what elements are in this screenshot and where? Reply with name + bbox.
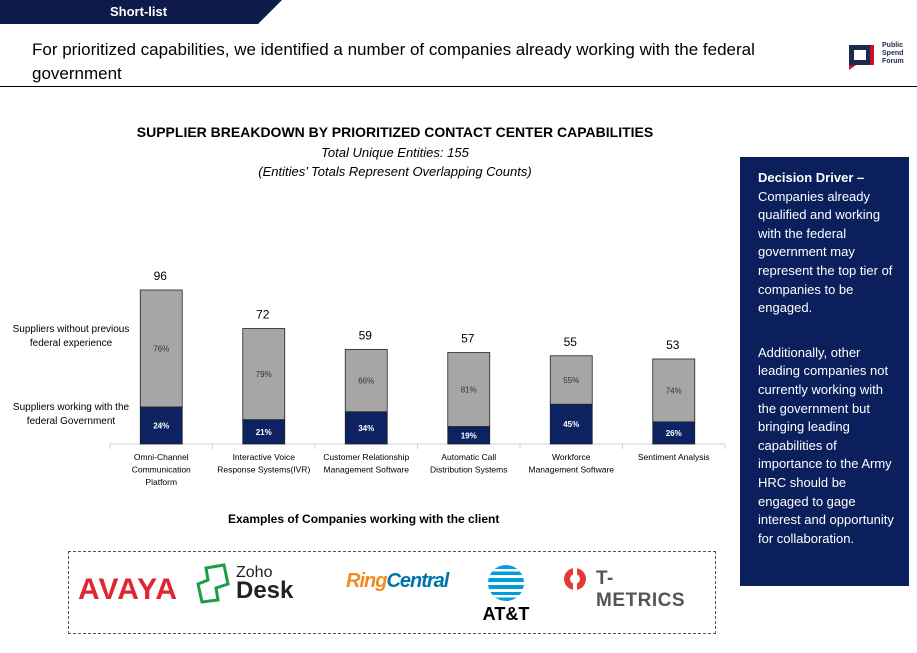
bar-segment-without-experience: [344, 348, 388, 413]
zoho-desk-logo: Zoho Desk: [194, 562, 304, 606]
t-metrics-logo: T-METRICS: [562, 566, 702, 611]
central-text: Central: [386, 570, 449, 592]
bar-total-label: 57: [461, 332, 475, 346]
category-label: Management Software: [323, 465, 409, 475]
logo-text: Public Spend Forum: [882, 42, 904, 65]
bar-total-label: 59: [359, 328, 373, 342]
page-headline: For prioritized capabilities, we identif…: [32, 40, 755, 83]
category-label: Sentiment Analysis: [638, 452, 710, 462]
category-label: Customer Relationship: [323, 452, 409, 462]
bar-segment-without-experience: [652, 358, 696, 423]
bar-percent-label: 34%: [358, 424, 374, 433]
public-spend-forum-logo: Public Spend Forum: [846, 42, 908, 70]
category-label: Management Software: [528, 465, 614, 475]
category-label: Omni-Channel: [134, 452, 189, 462]
bar-percent-label: 24%: [153, 422, 169, 431]
category-label: Workforce: [552, 452, 591, 462]
decision-driver-heading: Decision Driver –: [758, 170, 865, 185]
desk-text: Desk: [236, 577, 294, 604]
t-metrics-text: T-METRICS: [596, 568, 685, 611]
chart-subtitle: Total Unique Entities: 155: [321, 145, 469, 160]
section-tag: Short-list: [0, 0, 282, 24]
chart-subtitle-note: (Entities’ Totals Represent Overlapping …: [258, 164, 532, 179]
chart-title: SUPPLIER BREAKDOWN BY PRIORITIZED CONTAC…: [136, 124, 654, 140]
category-label: Response Systems(IVR): [217, 465, 310, 475]
tag-shape: [0, 0, 282, 24]
bar-total-label: 55: [564, 335, 578, 349]
legend-label-working-with-government: Suppliers working with the federal Gover…: [12, 402, 130, 427]
bar-percent-label: 74%: [666, 386, 682, 395]
decision-driver-text: Decision Driver – Companies already quali…: [758, 169, 899, 318]
category-label: Interactive Voice: [233, 452, 296, 462]
bar-segment-working-with-government: [549, 403, 593, 445]
bar-percent-label: 45%: [563, 420, 579, 429]
bar-percent-label: 79%: [256, 370, 272, 379]
category-label: Communication: [132, 465, 191, 475]
bar-segment-working-with-government: [242, 419, 286, 445]
bar-segment-working-with-government: [344, 411, 388, 445]
bar-segment-working-with-government: [139, 406, 183, 445]
ring-text: Ring: [346, 570, 387, 592]
att-text: AT&T: [482, 604, 530, 624]
bar-total-label: 72: [256, 308, 270, 322]
bar-percent-label: 81%: [461, 386, 477, 395]
att-logo: AT&T: [480, 564, 532, 632]
t-metrics-icon: [564, 568, 586, 590]
logo-mark-icon: [849, 45, 874, 70]
examples-title: Examples of Companies working with the c…: [228, 512, 500, 526]
category-label: Distribution Systems: [430, 465, 507, 475]
bar-segment-working-with-government: [652, 421, 696, 445]
ringcentral-logo: RingCentral: [346, 570, 449, 593]
decision-driver-body: Companies already qualified and working …: [758, 188, 893, 316]
bar-total-label: 96: [154, 269, 168, 283]
category-label: Automatic Call: [441, 452, 496, 462]
bar-percent-label: 19%: [461, 431, 477, 440]
zoho-text: Zoho: [236, 564, 273, 581]
bar-percent-label: 55%: [563, 376, 579, 385]
supplier-breakdown-chart: 96 76% 24% Omni-Channel Communication Platfor…: [109, 269, 726, 487]
zoho-desk-icon: [196, 563, 230, 604]
header-divider: [0, 86, 917, 87]
bar-percent-label: 66%: [358, 377, 374, 386]
decision-driver-panel: Decision Driver – Companies already quali…: [740, 157, 909, 586]
bar-segment-without-experience: [242, 328, 286, 421]
bar-segment-working-with-government: [447, 426, 491, 445]
bar-percent-label: 76%: [153, 345, 169, 354]
company-logos-box: [68, 551, 716, 634]
tag-label: Short-list: [110, 4, 168, 19]
bar-segment-without-experience: [447, 352, 491, 428]
bar-segment-without-experience: [549, 355, 593, 405]
bar-segment-without-experience: [139, 289, 183, 408]
att-globe-icon: [488, 565, 524, 601]
bar-percent-label: 21%: [256, 428, 272, 437]
bar-total-label: 53: [666, 338, 680, 352]
bar-percent-label: 26%: [666, 429, 682, 438]
avaya-logo: AVAYA: [78, 573, 179, 606]
additional-note: Additionally, other leading companies no…: [758, 344, 894, 546]
legend-label-without-experience: Suppliers without previous federal exper…: [12, 324, 130, 349]
category-label: Platform: [145, 477, 177, 487]
